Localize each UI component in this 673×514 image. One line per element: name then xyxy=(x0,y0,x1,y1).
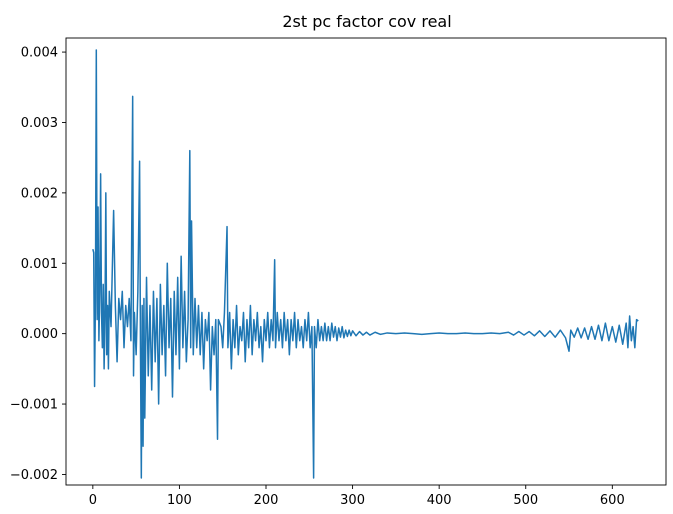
y-tick-label: −0.002 xyxy=(10,468,58,483)
x-axis: 0 100 200 300 400 500 600 xyxy=(89,485,625,508)
y-tick-label: 0.003 xyxy=(21,116,58,131)
x-tick-label: 200 xyxy=(254,493,279,508)
x-tick-label: 300 xyxy=(340,493,365,508)
x-tick-label: 400 xyxy=(427,493,452,508)
x-tick-label: 100 xyxy=(167,493,192,508)
series-line xyxy=(92,49,639,479)
plot-background xyxy=(66,38,666,485)
y-tick-label: −0.001 xyxy=(10,398,58,413)
y-tick-label: 0.001 xyxy=(21,257,58,272)
plot-frame xyxy=(65,37,667,486)
chart-title: 2st pc factor cov real xyxy=(282,12,451,31)
x-tick-label: 0 xyxy=(89,493,97,508)
y-axis: −0.002 −0.001 0.000 0.001 0.002 0.003 0.004 xyxy=(10,46,66,483)
y-tick-label: 0.004 xyxy=(21,46,58,61)
x-tick-label: 600 xyxy=(600,493,625,508)
plot-area xyxy=(65,37,667,486)
x-tick-label: 500 xyxy=(513,493,538,508)
y-tick-label: 0.002 xyxy=(21,186,58,201)
y-tick-label: 0.000 xyxy=(21,327,58,342)
